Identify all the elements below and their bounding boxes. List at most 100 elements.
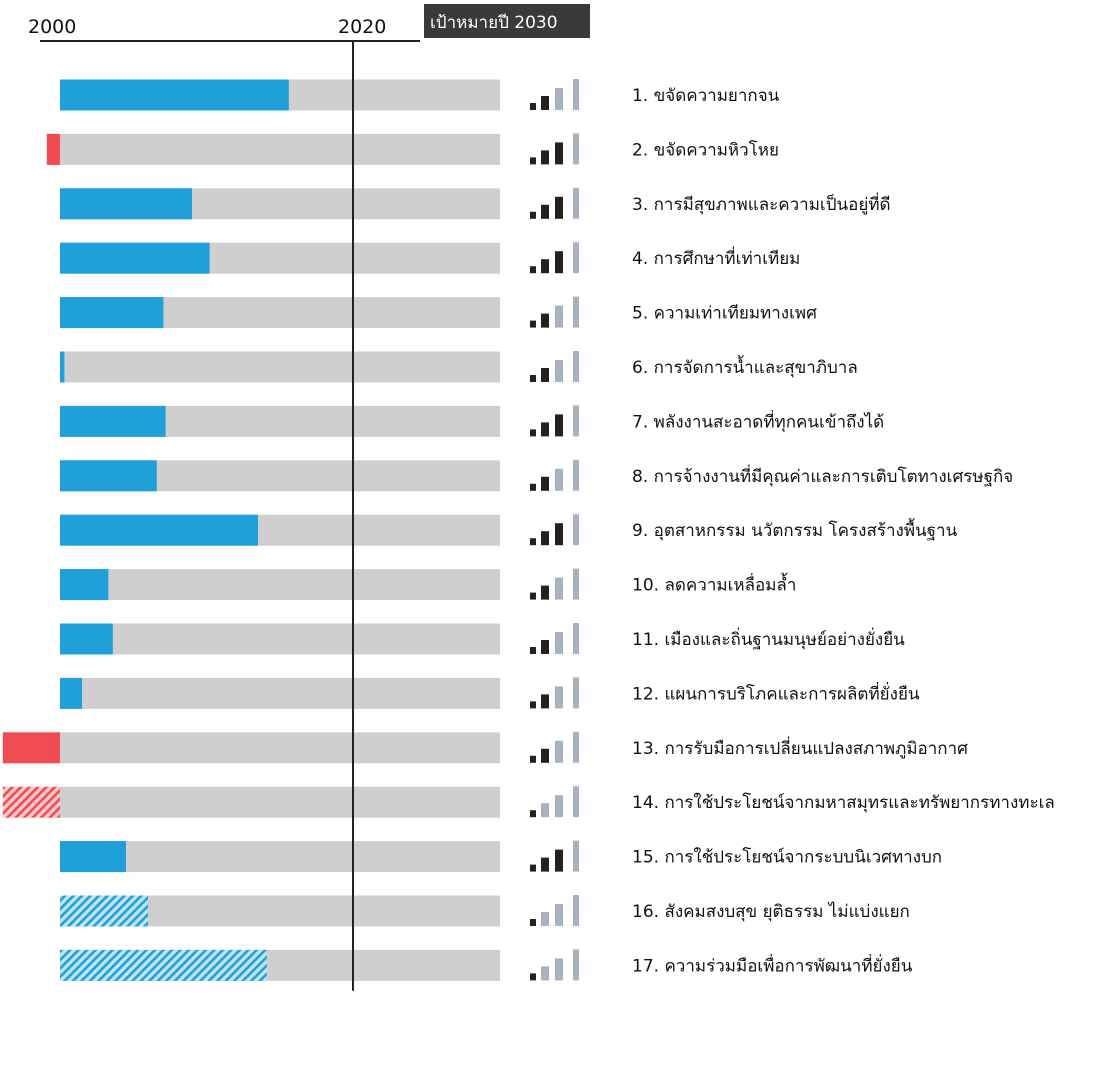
goal-row: 6. การจัดการน้ำและสุขาภิบาล	[60, 351, 858, 383]
goal-row: 16. สังคมสงบสุข ยุติธรรม ไม่แบ่งแยก	[60, 895, 910, 927]
signal-strength-icon	[530, 677, 579, 709]
progress-track	[60, 677, 500, 709]
signal-bar	[541, 204, 549, 219]
signal-bar	[573, 949, 579, 981]
goal-row: 2. ขจัดความหิวโหย	[46, 133, 779, 165]
progress-bar	[60, 677, 82, 709]
progress-bar	[60, 841, 126, 873]
goal-label: 2. ขจัดความหิวโหย	[632, 139, 779, 160]
regress-bar	[2, 732, 61, 764]
signal-bar	[530, 810, 536, 818]
progress-track	[60, 623, 500, 655]
signal-strength-icon	[530, 623, 579, 654]
signal-bar	[555, 577, 563, 600]
signal-bar	[530, 919, 536, 926]
signal-bar	[555, 740, 563, 763]
signal-strength-icon	[530, 187, 579, 219]
signal-strength-icon	[530, 949, 579, 981]
signal-bar	[555, 305, 563, 328]
goal-row: 15. การใช้ประโยชน์จากระบบนิเวศทางบก	[60, 840, 942, 873]
signal-bar	[530, 592, 536, 600]
progress-track	[60, 569, 500, 601]
target-2030-badge: เป้าหมายปี 2030	[424, 4, 590, 38]
progress-bar	[60, 242, 210, 274]
progress-bar	[60, 623, 113, 655]
signal-bar	[555, 632, 563, 654]
signal-bar	[573, 514, 579, 546]
goal-label: 6. การจัดการน้ำและสุขาภิบาล	[632, 355, 858, 378]
signal-bar	[573, 895, 579, 926]
axis-start-label: 2000	[28, 16, 76, 38]
goal-row: 1. ขจัดความยากจน	[60, 79, 780, 111]
signal-bar	[555, 958, 563, 981]
progress-bar	[60, 297, 164, 329]
signal-bar	[555, 88, 563, 110]
progress-bar	[60, 405, 166, 437]
signal-bar	[530, 375, 536, 382]
signal-strength-icon	[530, 242, 579, 274]
goal-label: 13. การรับมือการเปลี่ยนแปลงสภาพภูมิอากาศ	[632, 736, 968, 759]
signal-strength-icon	[530, 79, 579, 110]
signal-bar	[573, 786, 579, 818]
signal-bar	[573, 187, 579, 219]
signal-bar	[555, 904, 563, 926]
signal-bar	[573, 351, 579, 382]
goal-label: 15. การใช้ประโยชน์จากระบบนิเวศทางบก	[632, 847, 942, 868]
axis-current-label: 2020	[338, 16, 386, 38]
signal-strength-icon	[530, 133, 579, 165]
signal-bar	[530, 211, 536, 219]
goal-label: 5. ความเท่าเทียมทางเพศ	[632, 304, 817, 324]
goal-row: 10. ลดความเหลื่อมล้ำ	[60, 568, 796, 601]
progress-bar	[60, 188, 192, 220]
goal-row: 4. การศึกษาที่เท่าเทียม	[60, 242, 800, 274]
axis-header: 2000 2020 เป้าหมายปี 2030	[28, 4, 590, 42]
progress-track	[60, 133, 500, 165]
goal-row: 17. ความร่วมมือเพื่อการพัฒนาที่ยั่งยืน	[60, 949, 913, 981]
progress-track	[60, 786, 500, 818]
goal-label: 8. การจ้างงานที่มีคุณค่าและการเติบโตทางเ…	[632, 464, 1013, 487]
progress-bar	[60, 79, 289, 111]
signal-strength-icon	[530, 895, 579, 926]
regress-bar	[46, 133, 60, 165]
goal-label: 17. ความร่วมมือเพื่อการพัฒนาที่ยั่งยืน	[632, 953, 913, 976]
goal-label: 7. พลังงานสะอาดที่ทุกคนเข้าถึงได้	[632, 409, 884, 432]
signal-strength-icon	[530, 405, 579, 437]
signal-bar	[530, 701, 536, 709]
signal-bar	[555, 523, 563, 546]
signal-bar	[573, 459, 579, 491]
regress-bar	[2, 786, 61, 818]
goal-label: 4. การศึกษาที่เท่าเทียม	[632, 246, 800, 269]
signal-bar	[541, 803, 549, 818]
signal-bar	[541, 313, 549, 328]
target-badge-label: เป้าหมายปี 2030	[430, 13, 558, 33]
goal-rows: 1. ขจัดความยากจน 2. ขจัดความหิวโหย 3. การม…	[2, 79, 1055, 981]
signal-bar	[555, 360, 563, 382]
signal-bar	[541, 422, 549, 437]
goal-row: 12. แผนการบริโภคและการผลิตที่ยั่งยืน	[60, 677, 920, 709]
progress-bar	[60, 460, 157, 492]
signal-bar	[555, 142, 563, 165]
signal-bar	[573, 296, 579, 328]
signal-bar	[530, 483, 536, 491]
signal-bar	[541, 857, 549, 872]
signal-strength-icon	[530, 731, 579, 763]
progress-bar	[60, 514, 258, 546]
signal-bar	[541, 585, 549, 600]
goal-label: 16. สังคมสงบสุข ยุติธรรม ไม่แบ่งแยก	[632, 901, 910, 922]
signal-bar	[573, 623, 579, 654]
signal-bar	[530, 538, 536, 546]
goal-row: 3. การมีสุขภาพและความเป็นอยู่ที่ดี	[60, 187, 891, 220]
goal-row: 13. การรับมือการเปลี่ยนแปลงสภาพภูมิอากาศ	[2, 731, 968, 764]
progress-track	[60, 351, 500, 383]
signal-strength-icon	[530, 786, 579, 818]
signal-bar	[573, 242, 579, 274]
goal-row: 14. การใช้ประโยชน์จากมหาสมุทรและทรัพยากร…	[2, 786, 1055, 818]
goal-row: 8. การจ้างงานที่มีคุณค่าและการเติบโตทางเ…	[60, 459, 1013, 492]
signal-bar	[555, 849, 563, 872]
signal-bar	[573, 731, 579, 763]
signal-bar	[541, 640, 549, 654]
signal-strength-icon	[530, 840, 579, 872]
target-badge-background	[424, 4, 590, 38]
goal-label: 11. เมืองและถิ่นฐานมนุษย์อย่างยั่งยืน	[632, 627, 905, 650]
